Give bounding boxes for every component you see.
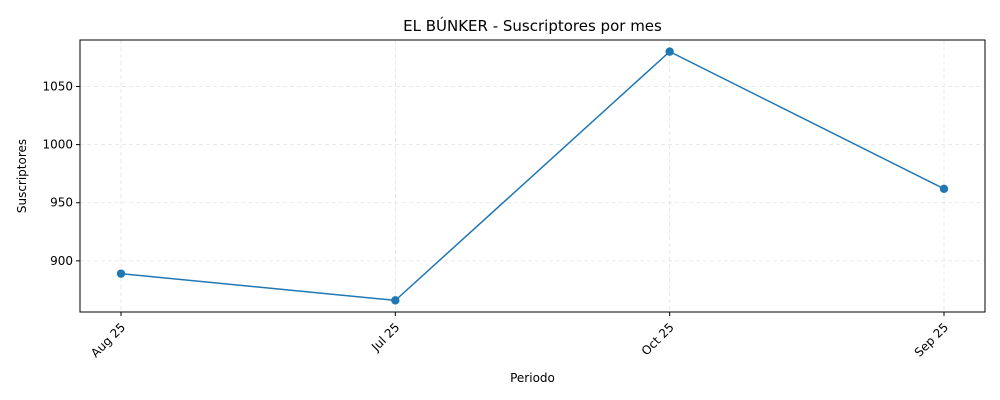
- x-tick-label: Oct 25: [639, 320, 677, 358]
- data-point: [116, 269, 126, 278]
- grid: [80, 40, 985, 312]
- y-tick-label: 950: [50, 196, 73, 210]
- y-tick-label: 900: [50, 254, 73, 268]
- x-tick-label: Jul 25: [368, 320, 402, 354]
- series-layer: [116, 47, 949, 305]
- x-tick-label: Sep 25: [912, 320, 951, 359]
- y-axis: 900 950 1000 1050: [42, 79, 80, 268]
- x-tick-label: Aug 25: [88, 320, 128, 360]
- series-line: [120, 50, 945, 302]
- y-axis-label: Suscriptores: [15, 139, 29, 213]
- plot-area-frame: [79, 39, 986, 313]
- data-point: [391, 296, 400, 305]
- y-tick-label: 1000: [42, 138, 73, 152]
- x-axis-label: Periodo: [510, 371, 555, 385]
- data-point: [665, 47, 674, 56]
- y-tick-label: 1050: [42, 79, 73, 93]
- chart-title: EL BÚNKER - Suscriptores por mes: [403, 16, 662, 35]
- data-point: [939, 184, 949, 193]
- x-axis: Aug 25 Jul 25 Oct 25 Sep 25: [88, 312, 951, 360]
